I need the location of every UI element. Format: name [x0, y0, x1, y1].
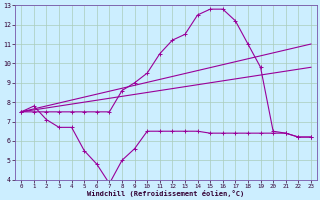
X-axis label: Windchill (Refroidissement éolien,°C): Windchill (Refroidissement éolien,°C) — [87, 190, 245, 197]
